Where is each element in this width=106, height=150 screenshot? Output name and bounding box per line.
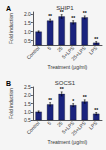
svg-text:**: ** (48, 13, 52, 19)
svg-text:SHIP1: SHIP1 (56, 5, 74, 11)
svg-text:25: 25 (56, 45, 64, 53)
svg-text:LPS: LPS (87, 119, 98, 130)
svg-text:0.5: 0.5 (24, 117, 31, 123)
svg-text:2.0: 2.0 (24, 92, 31, 98)
svg-text:5: 5 (46, 45, 52, 51)
svg-text:Treatment (μg/ml): Treatment (μg/ml) (48, 139, 88, 145)
svg-text:2.0: 2.0 (24, 11, 31, 17)
svg-text:Fold induction: Fold induction (8, 13, 14, 44)
svg-text:0.5: 0.5 (24, 38, 31, 44)
svg-text:A: A (6, 5, 11, 12)
svg-text:Treatment (μg/ml): Treatment (μg/ml) (48, 64, 88, 70)
svg-text:Fold induction: Fold induction (8, 88, 14, 119)
svg-text:**: ** (83, 94, 87, 100)
svg-text:1.0: 1.0 (24, 109, 31, 115)
svg-text:SOCS1: SOCS1 (55, 80, 76, 86)
svg-text:LPS: LPS (87, 44, 98, 55)
svg-text:25+LPS: 25+LPS (70, 119, 87, 136)
svg-text:Control: Control (25, 45, 41, 61)
svg-text:1.5: 1.5 (24, 101, 31, 107)
svg-text:2.5: 2.5 (24, 84, 31, 90)
svg-text:**: ** (71, 15, 75, 21)
svg-text:25+LPS: 25+LPS (70, 44, 87, 61)
svg-text:**: ** (48, 97, 52, 103)
svg-text:**: ** (94, 36, 98, 42)
svg-text:5: 5 (46, 120, 52, 126)
svg-text:1.0: 1.0 (24, 29, 31, 35)
svg-text:**: ** (94, 107, 98, 113)
svg-text:*: * (72, 98, 74, 104)
svg-text:Control: Control (25, 120, 41, 136)
svg-text:**: ** (83, 10, 87, 16)
svg-text:B: B (6, 80, 11, 87)
svg-text:5+LPS: 5+LPS (60, 119, 76, 135)
svg-text:**: ** (60, 86, 64, 92)
svg-text:5+LPS: 5+LPS (60, 44, 76, 60)
svg-text:1.5: 1.5 (24, 20, 31, 26)
svg-text:25: 25 (56, 120, 64, 128)
